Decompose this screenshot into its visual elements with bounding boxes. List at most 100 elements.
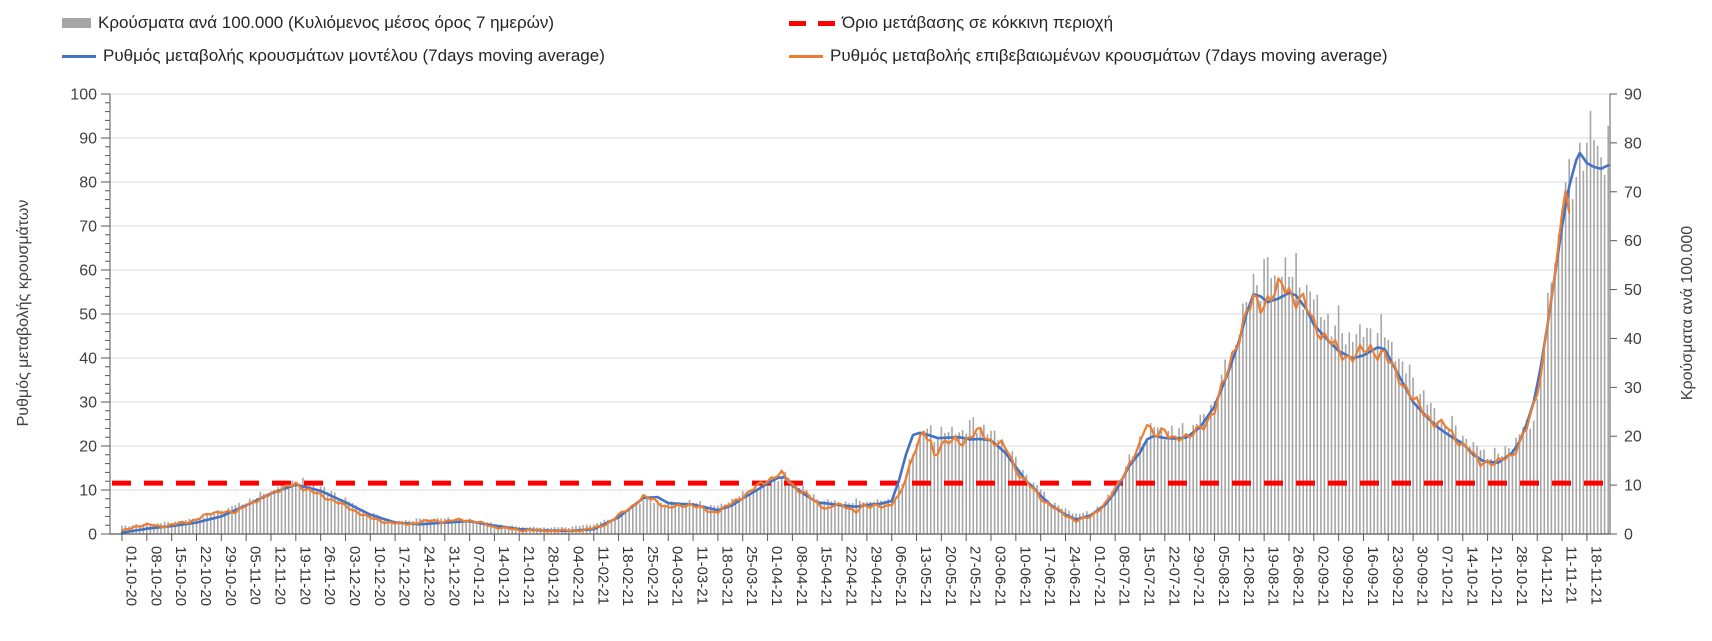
svg-text:04-03-21: 04-03-21 (669, 546, 686, 606)
svg-text:70: 70 (1624, 184, 1642, 201)
svg-text:26-08-21: 26-08-21 (1289, 546, 1306, 606)
svg-text:20: 20 (1624, 429, 1642, 446)
svg-text:29-07-21: 29-07-21 (1190, 546, 1207, 606)
svg-text:25-03-21: 25-03-21 (743, 546, 760, 606)
bars-series (121, 110, 1609, 535)
svg-text:18-03-21: 18-03-21 (718, 546, 735, 606)
svg-text:09-09-21: 09-09-21 (1339, 546, 1356, 606)
svg-text:31-12-20: 31-12-20 (445, 546, 462, 606)
threshold-legend-dash-icon (789, 20, 835, 26)
svg-text:29-10-20: 29-10-20 (222, 546, 239, 606)
svg-text:30-09-21: 30-09-21 (1414, 546, 1431, 606)
svg-text:14-10-21: 14-10-21 (1463, 546, 1480, 606)
svg-text:80: 80 (1624, 135, 1642, 152)
svg-text:07-10-21: 07-10-21 (1438, 546, 1455, 606)
gridlines (110, 93, 1610, 491)
svg-text:14-01-21: 14-01-21 (495, 546, 512, 606)
svg-text:50: 50 (79, 307, 97, 324)
svg-text:80: 80 (79, 175, 97, 192)
svg-text:04-02-21: 04-02-21 (569, 546, 586, 606)
right-axis-title: Κρούσματα ανά 100.000 (1679, 225, 1696, 401)
svg-text:01-10-20: 01-10-20 (123, 546, 140, 606)
svg-text:10: 10 (79, 483, 97, 500)
y-axis-left: 0 10 20 30 40 50 60 70 80 90 100 (70, 87, 110, 544)
svg-text:07-01-21: 07-01-21 (470, 546, 487, 606)
svg-text:24-12-20: 24-12-20 (420, 546, 437, 606)
confirmed-line-legend-icon (789, 54, 823, 58)
svg-text:11-03-21: 11-03-21 (694, 546, 711, 605)
svg-text:18-02-21: 18-02-21 (619, 546, 636, 606)
svg-text:24-06-21: 24-06-21 (1066, 546, 1083, 606)
y-axis-right: 0 10 20 30 40 50 60 70 80 90 (1610, 87, 1642, 544)
svg-text:20: 20 (79, 439, 97, 456)
svg-text:10-06-21: 10-06-21 (1016, 546, 1033, 606)
legend-item-model-line: Ρυθμός μεταβολής κρουσμάτων μοντέλου (7d… (62, 46, 605, 66)
confirmed-line (120, 189, 1571, 533)
legend-label-confirmed-line: Ρυθμός μεταβολής επιβεβαιωμένων κρουσμάτ… (830, 46, 1388, 65)
svg-text:11-02-21: 11-02-21 (594, 546, 611, 605)
legend-item-threshold: Όριο μετάβασης σε κόκκινη περιοχή (789, 13, 1113, 33)
svg-text:40: 40 (1624, 331, 1642, 348)
svg-text:01-04-21: 01-04-21 (768, 546, 785, 606)
svg-text:23-09-21: 23-09-21 (1389, 546, 1406, 606)
svg-text:08-10-20: 08-10-20 (147, 546, 164, 606)
legend-label-cases-bars: Κρούσματα ανά 100.000 (Κυλιόμενος μέσος … (98, 13, 555, 32)
svg-text:05-08-21: 05-08-21 (1215, 546, 1232, 606)
svg-text:02-09-21: 02-09-21 (1314, 546, 1331, 606)
svg-text:28-10-21: 28-10-21 (1513, 546, 1530, 606)
svg-text:0: 0 (88, 527, 97, 544)
svg-text:22-10-20: 22-10-20 (197, 546, 214, 606)
svg-text:11-11-21: 11-11-21 (1563, 546, 1580, 604)
svg-text:60: 60 (79, 263, 97, 280)
svg-text:90: 90 (1624, 87, 1642, 104)
model-line-legend-icon (62, 54, 96, 58)
svg-text:18-11-21: 18-11-21 (1587, 546, 1604, 605)
svg-text:06-05-21: 06-05-21 (892, 546, 909, 606)
svg-text:08-07-21: 08-07-21 (1116, 546, 1133, 606)
svg-text:15-04-21: 15-04-21 (818, 546, 835, 606)
svg-text:22-07-21: 22-07-21 (1165, 546, 1182, 606)
svg-text:17-12-20: 17-12-20 (396, 546, 413, 606)
svg-text:01-07-21: 01-07-21 (1091, 546, 1108, 606)
svg-text:04-11-21: 04-11-21 (1538, 546, 1555, 605)
left-axis-title: Ρυθμός μεταβολής κρουσμάτων (15, 199, 32, 427)
svg-text:70: 70 (79, 219, 97, 236)
svg-text:12-08-21: 12-08-21 (1240, 546, 1257, 606)
svg-text:20-05-21: 20-05-21 (942, 546, 959, 606)
svg-text:60: 60 (1624, 233, 1642, 250)
svg-text:21-01-21: 21-01-21 (520, 546, 537, 606)
svg-text:0: 0 (1624, 527, 1633, 544)
legend-label-threshold: Όριο μετάβασης σε κόκκινη περιοχή (842, 13, 1114, 32)
svg-text:19-11-20: 19-11-20 (296, 546, 313, 605)
svg-text:17-06-21: 17-06-21 (1041, 546, 1058, 606)
svg-text:50: 50 (1624, 282, 1642, 299)
svg-text:03-06-21: 03-06-21 (992, 546, 1009, 606)
svg-text:25-02-21: 25-02-21 (644, 546, 661, 606)
svg-text:100: 100 (70, 87, 97, 104)
svg-text:10-12-20: 10-12-20 (371, 546, 388, 606)
legend-label-model-line: Ρυθμός μεταβολής κρουσμάτων μοντέλου (7d… (103, 46, 605, 65)
svg-text:21-10-21: 21-10-21 (1488, 546, 1505, 606)
svg-text:30: 30 (79, 395, 97, 412)
svg-text:40: 40 (79, 351, 97, 368)
svg-text:19-08-21: 19-08-21 (1265, 546, 1282, 606)
svg-text:08-04-21: 08-04-21 (793, 546, 810, 606)
svg-text:22-04-21: 22-04-21 (843, 546, 860, 606)
svg-text:05-11-20: 05-11-20 (247, 546, 264, 605)
svg-text:28-01-21: 28-01-21 (545, 546, 562, 606)
x-axis: 01-10-20 08-10-20 15-10-20 22-10-20 29-10-20… (121, 534, 1604, 606)
svg-text:29-04-21: 29-04-21 (867, 546, 884, 606)
svg-text:03-12-20: 03-12-20 (346, 546, 363, 606)
svg-text:16-09-21: 16-09-21 (1364, 546, 1381, 606)
svg-text:90: 90 (79, 131, 97, 148)
svg-text:10: 10 (1624, 478, 1642, 495)
legend-item-confirmed-line: Ρυθμός μεταβολής επιβεβαιωμένων κρουσμάτ… (789, 46, 1388, 66)
svg-text:13-05-21: 13-05-21 (917, 546, 934, 606)
svg-text:30: 30 (1624, 380, 1642, 397)
svg-text:12-11-20: 12-11-20 (271, 546, 288, 605)
svg-text:26-11-20: 26-11-20 (321, 546, 338, 605)
svg-text:27-05-21: 27-05-21 (967, 546, 984, 606)
svg-text:15-07-21: 15-07-21 (1140, 546, 1157, 606)
